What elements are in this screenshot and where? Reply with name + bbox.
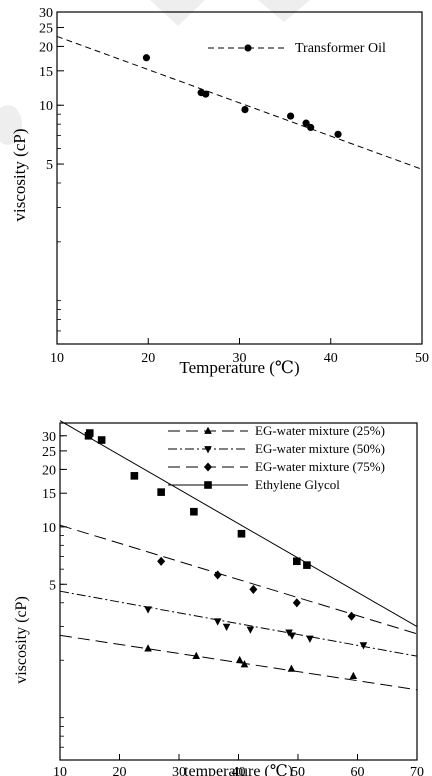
- x-tick-label: 50: [415, 351, 429, 366]
- transformer-oil-point: [202, 90, 210, 98]
- data-markers: [84, 429, 368, 680]
- x-tick-label: 20: [113, 765, 127, 776]
- y-tick-label: 30: [42, 430, 56, 445]
- eg-water-mixture-75-fit-line: [59, 524, 418, 635]
- legend-label: Transformer Oil: [295, 41, 386, 56]
- ethylene-glycol-point: [157, 488, 165, 496]
- legend-label: EG-water mixture (75%): [255, 459, 385, 474]
- eg-water-mixture-25-point: [349, 671, 358, 680]
- eg-water-mixture-50-point: [213, 618, 222, 626]
- eg-water-mixture-50-point: [359, 642, 368, 650]
- eg-water-mixture-25-point: [144, 644, 152, 652]
- eg-water-mixture-50-fit-line: [59, 590, 418, 657]
- y-tick-label: 25: [39, 21, 53, 36]
- x-tick-label: 30: [233, 351, 247, 366]
- y-tick-label: 15: [42, 487, 56, 502]
- legend-marker: [204, 446, 212, 454]
- y-tick-label: 20: [39, 40, 53, 55]
- fit-lines: [56, 35, 423, 170]
- y-tick-label: 25: [42, 445, 56, 460]
- eg-water-mixture-50-point: [288, 632, 296, 640]
- x-tick-label: 40: [324, 351, 338, 366]
- legend-marker: [244, 44, 252, 52]
- ethylene-glycol-point: [97, 436, 106, 444]
- ethylene-glycol-point: [303, 561, 311, 569]
- ethylene-glycol-fit-line: [59, 420, 418, 628]
- eg-water-mixture-50-point: [222, 623, 231, 631]
- legend-marker: [204, 462, 212, 472]
- legend: Transformer Oil: [208, 41, 386, 56]
- x-tick-label: 40: [232, 765, 246, 776]
- transformer-oil-point: [142, 54, 151, 62]
- transformer-oil-fit-line: [56, 35, 423, 170]
- eg-water-mixture-75-point: [249, 584, 258, 594]
- ethylene-glycol-point: [293, 557, 301, 566]
- x-tick-label: 30: [172, 765, 186, 776]
- eg-water-mixture-75-point: [213, 570, 222, 580]
- ethylene-glycol-point: [130, 472, 139, 480]
- x-tick-label: 60: [351, 765, 365, 776]
- y-axis-label: viscosity (cP): [10, 128, 29, 221]
- eg-water-mixture-25-point: [287, 664, 296, 672]
- eg-water-mixture-75-point: [347, 611, 356, 621]
- plot-frame: [56, 11, 423, 345]
- background-watermark: [0, 0, 310, 145]
- ethylene-glycol-point: [85, 429, 94, 437]
- eg-water-mixture-25-point: [235, 655, 244, 664]
- y-tick-label: 30: [39, 6, 53, 21]
- x-tick-label: 50: [291, 765, 305, 776]
- transformer-oil-point: [334, 130, 342, 138]
- eg-water-mixture-75-point: [157, 556, 166, 566]
- x-axis-label: Temperature (℃): [179, 358, 299, 377]
- ethylene-glycol-point: [190, 507, 198, 516]
- y-axis-label: viscosity (cP): [13, 596, 30, 684]
- legend-marker: [204, 481, 212, 489]
- legend-label: EG-water mixture (25%): [255, 423, 385, 438]
- eg-water-mixture-25-point: [192, 651, 201, 660]
- ethylene-glycol-point: [237, 529, 246, 538]
- x-tick-label: 70: [410, 765, 424, 776]
- x-tick-label: 10: [53, 765, 67, 776]
- y-tick-label: 5: [46, 158, 53, 173]
- eg-water-mixture-50-point: [144, 606, 152, 614]
- transformer-oil-point: [302, 119, 310, 127]
- transformer-oil-point: [287, 112, 295, 120]
- legend-label: EG-water mixture (50%): [255, 441, 385, 456]
- legend: EG-water mixture (25%) EG-water mixture (…: [168, 423, 385, 492]
- y-tick-label: 5: [49, 578, 56, 593]
- x-tick-label: 10: [50, 351, 64, 366]
- eg-water-mixture-50-point: [246, 626, 255, 634]
- y-tick-label: 15: [39, 65, 53, 80]
- x-axis-label: temperature (℃): [184, 763, 293, 776]
- transformer-oil-point: [241, 105, 249, 114]
- y-tick-label: 10: [42, 521, 56, 536]
- eg-water-mixture-25-point: [240, 660, 249, 668]
- y-tick-label: 10: [39, 99, 53, 114]
- transformer-oil-point: [307, 123, 315, 132]
- legend-marker: [204, 426, 212, 434]
- eg-water-mixture-75-point: [292, 598, 301, 608]
- y-tick-label: 20: [42, 463, 56, 478]
- legend-label: Ethylene Glycol: [255, 477, 340, 492]
- eg-water-mixture-50-point: [306, 635, 314, 643]
- data-markers: [142, 54, 342, 138]
- x-tick-label: 20: [141, 351, 155, 366]
